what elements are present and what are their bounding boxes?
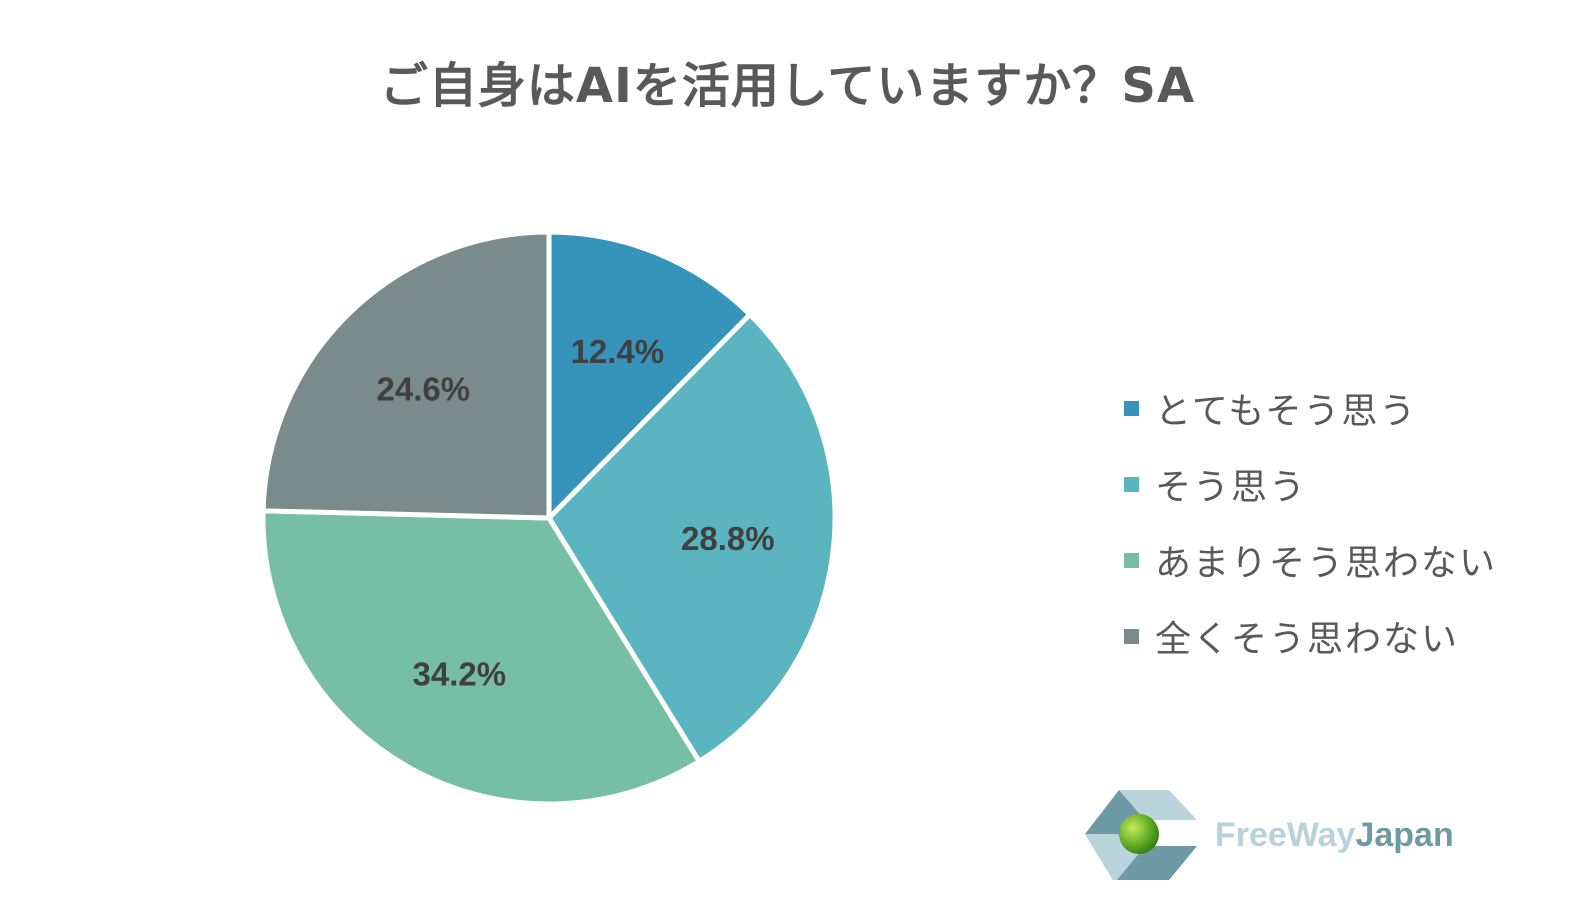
legend: とてもそう思う そう思う あまりそう思わない 全くそう思わない [1124, 370, 1497, 674]
chart-title: ご自身はAIを活用していますか？SA [379, 58, 1196, 114]
legend-label: あまりそう思わない [1155, 543, 1498, 584]
freewayjapan-logo: FreeWayJapan [1083, 788, 1483, 884]
logo-text-japan: Japan [1355, 816, 1454, 854]
slice-value-label: 24.6% [377, 371, 471, 408]
legend-swatch [1124, 400, 1139, 416]
pie-slice [546, 312, 838, 764]
pie-slice [260, 229, 552, 521]
legend-swatch [1124, 552, 1139, 568]
legend-item: とてもそう思う [1124, 370, 1497, 446]
slice-value-label: 34.2% [413, 656, 507, 693]
pie-slice [546, 229, 753, 521]
legend-label: そう思う [1155, 467, 1308, 508]
legend-item: 全くそう思わない [1124, 598, 1497, 674]
legend-swatch [1124, 476, 1139, 492]
legend-label: とてもそう思う [1155, 391, 1418, 432]
logo-text: FreeWayJapan [1215, 816, 1454, 855]
logo-text-freeway: FreeWay [1215, 816, 1356, 854]
legend-swatch [1124, 628, 1139, 644]
pie-slices [260, 229, 838, 807]
pie-slice [260, 508, 702, 807]
legend-item: そう思う [1124, 446, 1497, 522]
slice-value-label: 12.4% [571, 333, 665, 370]
slice-labels: 12.4% 28.8% 34.2% 24.6% [377, 333, 775, 693]
logo-mark-icon [1085, 790, 1197, 880]
legend-label: 全くそう思わない [1155, 619, 1460, 660]
legend-item: あまりそう思わない [1124, 522, 1497, 598]
slice-value-label: 28.8% [681, 520, 775, 557]
